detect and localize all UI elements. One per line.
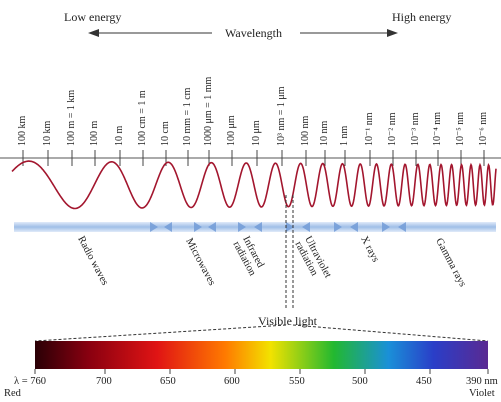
wavelength-tick-label: 100 μm <box>226 115 237 146</box>
visible-wavelength-label: λ = 760 <box>14 376 47 387</box>
wavelength-tick-label: 10 m <box>114 125 125 146</box>
wavelength-tick-label: 100 m = 1 km <box>66 89 77 146</box>
visible-zoom-lines <box>34 195 489 342</box>
spectrum-ticks <box>34 369 489 374</box>
wavelength-tick-label: 10⁻³ nm <box>410 112 421 146</box>
wavelength-tick-label: 10 km <box>42 120 53 146</box>
visible-wavelength-label: 650 <box>160 376 176 387</box>
wavelength-tick-label: 10 μm <box>251 120 262 146</box>
wavelength-tick-label: 10 mm = 1 cm <box>182 87 193 146</box>
wavelength-tick-label: 10⁻¹ nm <box>364 112 375 146</box>
high-energy-label: High energy <box>392 10 452 24</box>
chevron-icon <box>164 222 172 232</box>
red-end-label: Red <box>4 388 21 399</box>
visible-wavelength-label: 700 <box>96 376 112 387</box>
wavelength-tick-label: 100 m <box>89 120 100 146</box>
energy-arrows <box>88 29 398 37</box>
wavelength-tick-label: 10⁻⁶ nm <box>478 111 489 146</box>
chevron-icon <box>350 222 358 232</box>
wavelength-tick-label: 10³ nm = 1 μm <box>276 86 287 146</box>
visible-wavelength-label: 450 <box>416 376 432 387</box>
chevron-icon <box>208 222 216 232</box>
wavelength-tick-label: 1 nm <box>339 125 350 146</box>
chevron-icon <box>254 222 262 232</box>
wave-curve <box>11 160 497 210</box>
chevron-icon <box>286 222 294 232</box>
wavelength-label: Wavelength <box>225 26 283 40</box>
low-energy-label: Low energy <box>64 10 122 24</box>
visible-wavelength-label: 390 nm <box>466 376 498 387</box>
chevron-icon <box>398 222 406 232</box>
wavelength-tick-label: 10 nm <box>319 120 330 146</box>
chevron-icon <box>238 222 246 232</box>
chevron-icon <box>382 222 390 232</box>
visible-wavelength-label: 600 <box>224 376 240 387</box>
arrow-chevrons <box>150 222 406 232</box>
chevron-icon <box>334 222 342 232</box>
wavelength-tick-label: 10 cm <box>160 121 171 146</box>
wavelength-tick-label: 1000 μm = 1 mm <box>203 76 214 146</box>
visible-wavelength-label: 550 <box>289 376 305 387</box>
chevron-icon <box>194 222 202 232</box>
wavelength-tick-label: 10⁻⁴ nm <box>432 111 443 146</box>
violet-end-label: Violet <box>469 388 495 399</box>
wavelength-tick-label: 10⁻² nm <box>387 112 398 146</box>
visible-wavelength-label: 500 <box>352 376 368 387</box>
wavelength-tick-label: 10⁻⁵ nm <box>455 111 466 146</box>
visible-spectrum-bar <box>35 341 488 369</box>
visible-light-label: Visible light <box>258 314 317 328</box>
chevron-icon <box>302 222 310 232</box>
wavelength-tick-label: 100 nm <box>300 115 311 146</box>
wavelength-tick-label: 100 cm = 1 m <box>137 90 148 146</box>
chevron-icon <box>150 222 158 232</box>
wavelength-tick-label: 100 km <box>17 115 28 146</box>
